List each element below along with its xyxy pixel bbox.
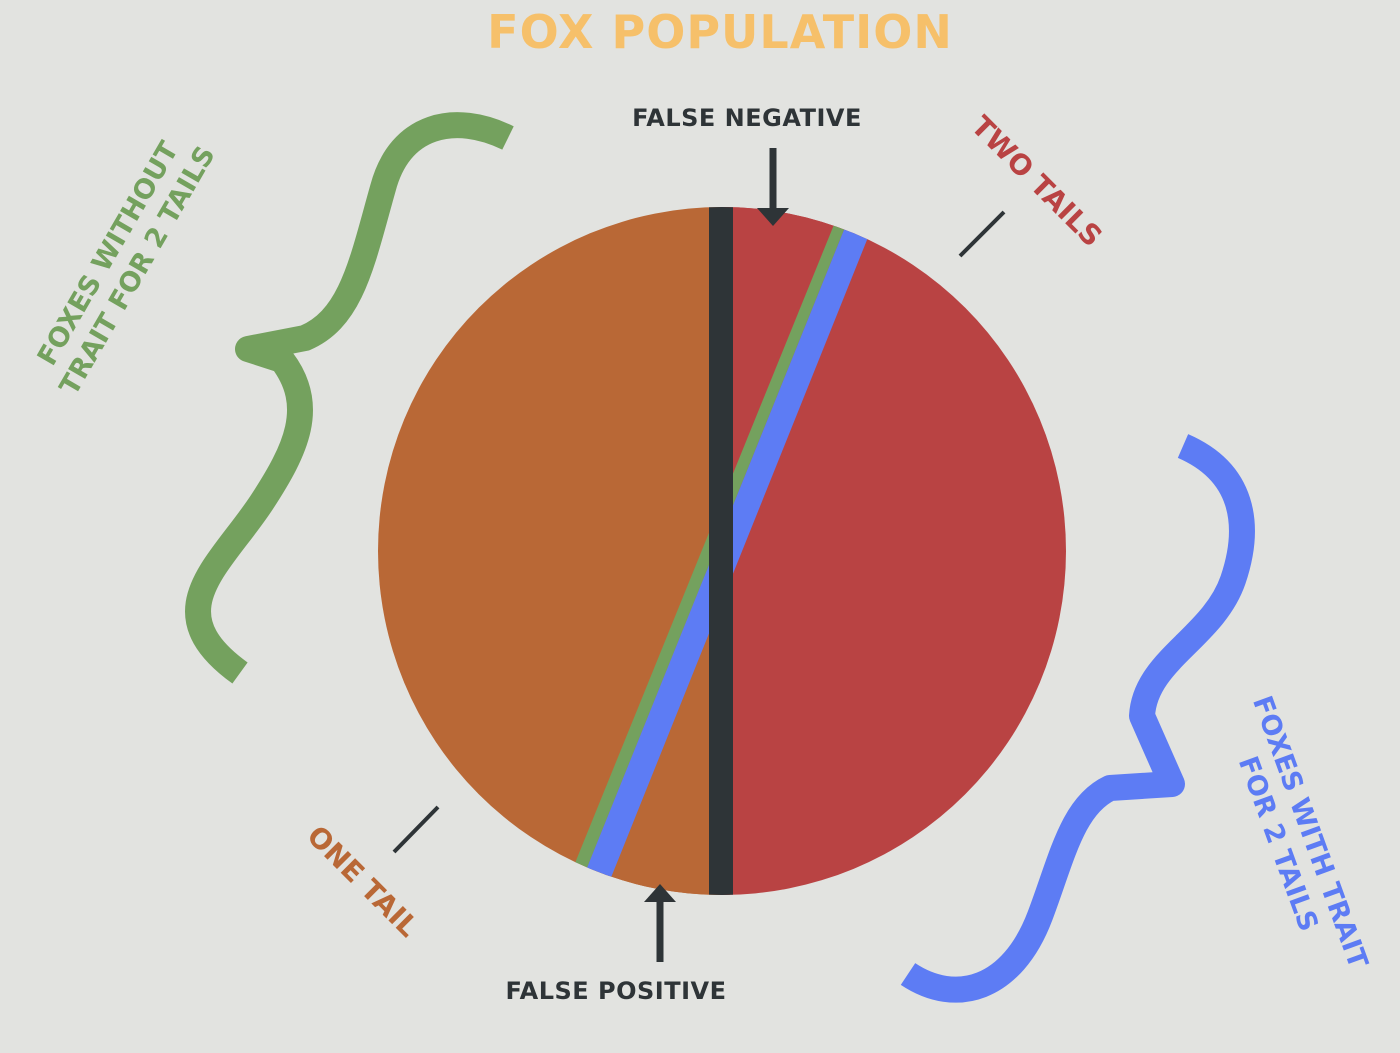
false-negative-arrow-head	[757, 208, 789, 226]
without-trait-boundary	[558, 207, 856, 895]
one-tail-leader-line	[392, 805, 440, 854]
with-trait-label: FOXES WITH TRAIT FOR 2 TAILS	[1232, 692, 1374, 973]
two-tails-leader-line	[958, 210, 1006, 258]
without-trait-label: FOXES WITHOUT TRAIT FOR 2 TAILS	[32, 136, 222, 400]
diagram-title: FOX POPULATION	[487, 5, 953, 59]
false-positive-arrow-head	[644, 884, 676, 902]
tails-divider	[709, 207, 733, 895]
false-negative-label: FALSE NEGATIVE	[632, 104, 862, 132]
false-positive-label: FALSE POSITIVE	[505, 977, 726, 1005]
without-trait-brace	[185, 112, 514, 684]
population-circle	[378, 207, 1066, 895]
with-trait-brace	[900, 434, 1255, 1003]
